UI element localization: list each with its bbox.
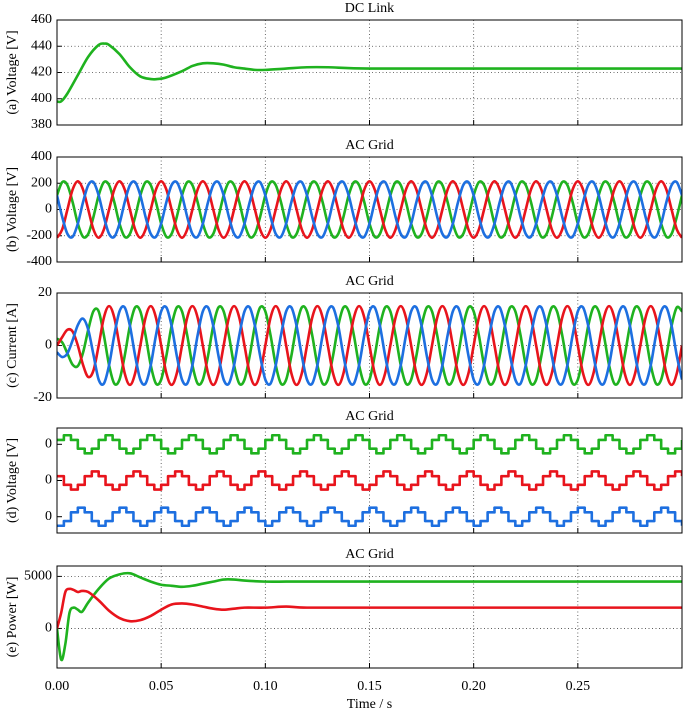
y-tick-label: 200 xyxy=(31,175,52,190)
x-tick-label: 0.20 xyxy=(461,679,486,694)
y-tick-label: 0 xyxy=(45,621,52,636)
y-tick-label: -20 xyxy=(33,390,52,405)
y-tick-label: -200 xyxy=(26,228,52,243)
x-tick-label: 0.05 xyxy=(149,679,174,694)
x-tick-label: 0.10 xyxy=(253,679,278,694)
plot-frame xyxy=(56,427,683,534)
series-line xyxy=(57,571,682,662)
chart-title: DC Link xyxy=(345,1,394,16)
chart-title: AC Grid xyxy=(345,547,394,562)
plot-area xyxy=(57,571,682,662)
plot-frame xyxy=(56,565,683,669)
series-line xyxy=(57,304,682,387)
y-tick-label: 460 xyxy=(31,12,52,27)
x-tick-label: 0.25 xyxy=(566,679,591,694)
series-line xyxy=(57,180,682,239)
plot-frame xyxy=(56,292,683,399)
y-axis-label: (c) Current [A] xyxy=(5,303,20,388)
chart-title: AC Grid xyxy=(345,409,394,424)
plot-area xyxy=(57,179,682,240)
y-tick-label: 0 xyxy=(45,509,52,524)
y-tick-label: 400 xyxy=(31,149,52,164)
series-line xyxy=(57,470,682,491)
series-line xyxy=(57,587,682,629)
y-tick-label: 440 xyxy=(31,38,52,53)
y-tick-label: 0 xyxy=(45,473,52,488)
y-tick-label: 20 xyxy=(38,285,52,300)
y-tick-label: 0 xyxy=(45,202,52,217)
y-tick-label: 400 xyxy=(31,91,52,106)
series-line xyxy=(57,42,682,104)
plot-frame xyxy=(56,19,683,126)
series-line xyxy=(57,179,682,240)
x-tick-label: 0.15 xyxy=(357,679,382,694)
y-tick-label: 420 xyxy=(31,65,52,80)
y-tick-label: 0 xyxy=(45,437,52,452)
series-line xyxy=(57,506,682,528)
series-line xyxy=(57,433,682,455)
x-axis-label: Time / s xyxy=(347,697,392,712)
plot-area xyxy=(57,304,682,387)
plot-area xyxy=(57,42,682,104)
series-line xyxy=(57,305,682,386)
y-tick-label: 5000 xyxy=(24,569,52,584)
y-tick-label: 380 xyxy=(31,117,52,132)
x-tick-label: 0.00 xyxy=(45,679,70,694)
chart-title: AC Grid xyxy=(345,138,394,153)
plot-frame xyxy=(56,156,683,263)
y-axis-label: (a) Voltage [V] xyxy=(5,30,20,114)
y-axis-label: (d) Voltage [V] xyxy=(5,438,20,523)
y-axis-label: (e) Power [W] xyxy=(5,577,20,658)
series-line xyxy=(57,305,682,386)
y-axis-label: (b) Voltage [V] xyxy=(5,167,20,252)
plot-area xyxy=(57,433,682,528)
chart-title: AC Grid xyxy=(345,274,394,289)
y-tick-label: 0 xyxy=(45,338,52,353)
y-tick-label: -400 xyxy=(26,254,52,269)
